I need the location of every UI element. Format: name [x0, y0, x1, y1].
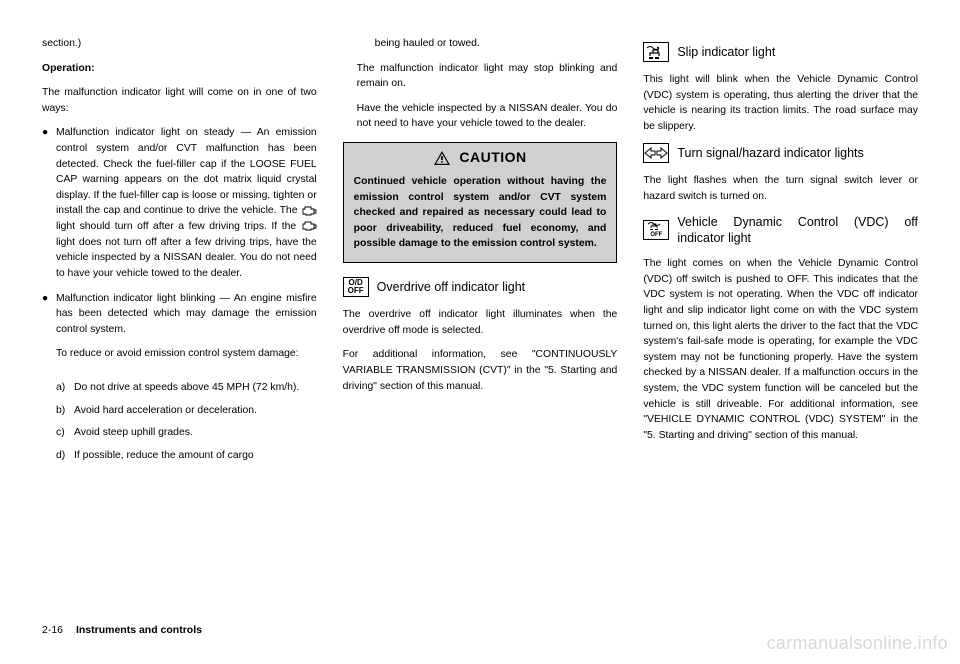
turn-title: Turn signal/hazard indicator lights [677, 145, 863, 161]
od-p2: For additional information, see "CONTINU… [343, 347, 618, 394]
column-3: Slip indicator light This light will bli… [643, 36, 918, 606]
bullet-dot: ● [42, 291, 56, 371]
overdrive-off-icon: O/D OFF [343, 277, 369, 297]
operation-label: Operation: [42, 61, 317, 77]
col1-p2: The malfunction indicator light will com… [42, 85, 317, 116]
sub-a-letter: a) [56, 380, 74, 396]
bullet-2-text: Malfunction indicator light blinking — A… [56, 291, 317, 371]
watermark: carmanualsonline.info [767, 633, 948, 654]
section-title-footer: Instruments and controls [76, 624, 202, 636]
vdc-p1: The light comes on when the Vehicle Dyna… [643, 256, 918, 443]
col2-p3: Have the vehicle inspected by a NISSAN d… [357, 101, 618, 132]
engine-icon [301, 221, 317, 231]
bullet1-part-c: light does not turn off after a few driv… [56, 237, 317, 279]
turn-signal-icon [643, 143, 669, 163]
column-2: being hauled or towed. The malfunction i… [343, 36, 618, 606]
bullet2-text: Malfunction indicator light blinking — A… [56, 293, 317, 335]
sub-c: c) Avoid steep uphill grades. [56, 425, 317, 441]
bullet-1: ● Malfunction indicator light on steady … [42, 125, 317, 281]
bullet1-part-b: light should turn off after a few drivin… [56, 221, 301, 232]
slip-icon [643, 42, 669, 62]
engine-icon [301, 206, 317, 216]
sub-d: d) If possible, reduce the amount of car… [56, 448, 317, 464]
sub-a-text: Do not drive at speeds above 45 MPH (72 … [74, 380, 317, 396]
bullet1-part-a: Malfunction indicator light on steady — … [56, 127, 317, 216]
page-footer: 2-16 Instruments and controls [42, 624, 202, 636]
sub-c-letter: c) [56, 425, 74, 441]
bullet2-p2: To reduce or avoid emission control syst… [56, 346, 317, 362]
col2-p2: The malfunction indicator light may stop… [357, 61, 618, 92]
sub-b-text: Avoid hard acceleration or deceleration. [74, 403, 317, 419]
overdrive-heading: O/D OFF Overdrive off indicator light [343, 277, 618, 297]
vdc-off-label: OFF [650, 232, 662, 238]
bullet-2: ● Malfunction indicator light blinking —… [42, 291, 317, 371]
vdc-heading: OFF Vehicle Dynamic Control (VDC) off in… [643, 214, 918, 247]
slip-p1: This light will blink when the Vehicle D… [643, 72, 918, 134]
vdc-off-icon: OFF [643, 220, 669, 240]
manual-page: section.) Operation: The malfunction ind… [0, 0, 960, 664]
overdrive-title: Overdrive off indicator light [377, 279, 525, 295]
slip-title: Slip indicator light [677, 44, 775, 60]
bullet-1-text: Malfunction indicator light on steady — … [56, 125, 317, 281]
sub-b-letter: b) [56, 403, 74, 419]
od-p1: The overdrive off indicator light illumi… [343, 307, 618, 338]
vdc-title: Vehicle Dynamic Control (VDC) off indica… [677, 214, 918, 247]
caution-body: Continued vehicle operation without havi… [344, 170, 617, 262]
page-number: 2-16 [42, 624, 63, 636]
turn-heading: Turn signal/hazard indicator lights [643, 143, 918, 163]
col2-p1: being hauled or towed. [375, 36, 618, 52]
caution-title: CAUTION [459, 147, 526, 168]
sub-d-letter: d) [56, 448, 74, 464]
columns-container: section.) Operation: The malfunction ind… [42, 36, 918, 606]
sub-d-text: If possible, reduce the amount of cargo [74, 448, 317, 464]
slip-heading: Slip indicator light [643, 42, 918, 62]
column-1: section.) Operation: The malfunction ind… [42, 36, 317, 606]
turn-p1: The light flashes when the turn signal s… [643, 173, 918, 204]
bullet-dot: ● [42, 125, 56, 281]
sub-b: b) Avoid hard acceleration or decelerati… [56, 403, 317, 419]
sub-a: a) Do not drive at speeds above 45 MPH (… [56, 380, 317, 396]
sub-c-text: Avoid steep uphill grades. [74, 425, 317, 441]
col1-p1: section.) [42, 36, 317, 52]
caution-box: CAUTION Continued vehicle operation with… [343, 142, 618, 263]
caution-header: CAUTION [344, 143, 617, 170]
warning-triangle-icon [433, 150, 451, 166]
